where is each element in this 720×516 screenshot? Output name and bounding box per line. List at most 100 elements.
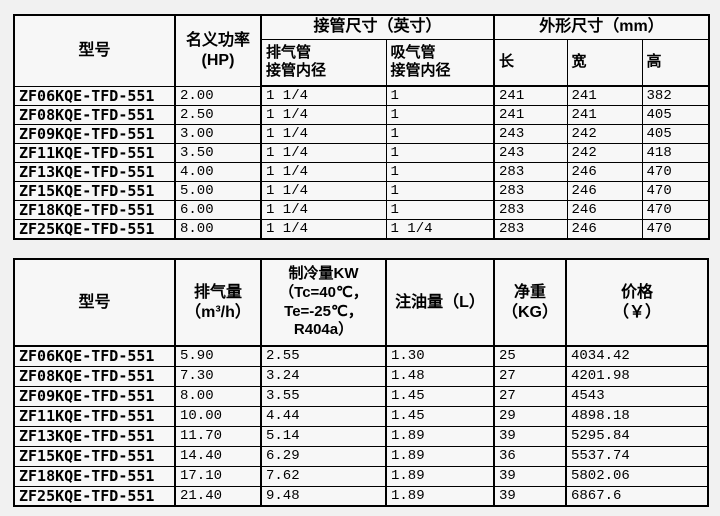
price-cell: 5295.84 bbox=[565, 425, 709, 447]
width-cell: 241 bbox=[566, 85, 643, 106]
header-row: 型号 排气量 （m³/h） 制冷量KW （Tc=40℃， Te=-25℃， R4… bbox=[13, 258, 709, 347]
oil-cell: 1.30 bbox=[385, 345, 495, 367]
suction-pipe-header: 吸气管 接管内径 bbox=[385, 38, 495, 87]
width-cell: 246 bbox=[566, 199, 643, 220]
weight-cell: 27 bbox=[493, 385, 567, 407]
model-cell: ZF18KQE-TFD-551 bbox=[13, 465, 176, 487]
suction-cell: 1 bbox=[385, 123, 495, 144]
weight-cell: 36 bbox=[493, 445, 567, 467]
pipe-dimension-table-body: ZF06KQE-TFD-551 2.00 1 1/4 1 241 241 382 ZF08KQ… bbox=[13, 85, 710, 239]
discharge-cell: 1 1/4 bbox=[260, 123, 387, 144]
model-cell: ZF25KQE-TFD-551 bbox=[13, 485, 176, 507]
displacement-cell: 14.40 bbox=[174, 445, 262, 467]
length-cell: 241 bbox=[493, 104, 568, 125]
power-cell: 3.50 bbox=[174, 142, 262, 163]
width-header: 宽 bbox=[566, 38, 643, 87]
discharge-cell: 1 1/4 bbox=[260, 142, 387, 163]
table-row: ZF08KQE-TFD-551 2.50 1 1/4 1 241 241 405 bbox=[13, 104, 710, 125]
height-header: 高 bbox=[641, 38, 710, 87]
length-cell: 283 bbox=[493, 161, 568, 182]
table-row: ZF13KQE-TFD-551 4.00 1 1/4 1 283 246 470 bbox=[13, 161, 710, 182]
suction-cell: 1 bbox=[385, 161, 495, 182]
model-header: 型号 bbox=[13, 14, 176, 87]
width-cell: 246 bbox=[566, 218, 643, 239]
discharge-pipe-header: 排气管 接管内径 bbox=[260, 38, 387, 87]
cooling-cell: 4.44 bbox=[260, 405, 387, 427]
suction-cell: 1 1/4 bbox=[385, 218, 495, 239]
suction-cell: 1 bbox=[385, 199, 495, 220]
cooling-cell: 6.29 bbox=[260, 445, 387, 467]
discharge-cell: 1 1/4 bbox=[260, 180, 387, 201]
weight-cell: 29 bbox=[493, 405, 567, 427]
model-cell: ZF09KQE-TFD-551 bbox=[13, 385, 176, 407]
power-cell: 3.00 bbox=[174, 123, 262, 144]
price-cell: 5802.06 bbox=[565, 465, 709, 487]
table-row: ZF06KQE-TFD-551 2.00 1 1/4 1 241 241 382 bbox=[13, 85, 710, 106]
length-cell: 283 bbox=[493, 180, 568, 201]
oil-cell: 1.45 bbox=[385, 385, 495, 407]
table-row: ZF18KQE-TFD-551 17.10 7.62 1.89 39 5802.06 bbox=[13, 465, 709, 487]
displacement-cell: 10.00 bbox=[174, 405, 262, 427]
model-cell: ZF18KQE-TFD-551 bbox=[13, 199, 176, 220]
length-header: 长 bbox=[493, 38, 568, 87]
price-cell: 6867.6 bbox=[565, 485, 709, 507]
width-cell: 242 bbox=[566, 142, 643, 163]
length-cell: 283 bbox=[493, 199, 568, 220]
height-cell: 418 bbox=[641, 142, 710, 163]
height-cell: 382 bbox=[641, 85, 710, 106]
displacement-cell: 11.70 bbox=[174, 425, 262, 447]
displacement-cell: 7.30 bbox=[174, 365, 262, 387]
displacement-cell: 8.00 bbox=[174, 385, 262, 407]
width-cell: 242 bbox=[566, 123, 643, 144]
weight-cell: 39 bbox=[493, 425, 567, 447]
power-cell: 5.00 bbox=[174, 180, 262, 201]
performance-price-table-header: 型号 排气量 （m³/h） 制冷量KW （Tc=40℃， Te=-25℃， R4… bbox=[13, 258, 709, 347]
price-cell: 4898.18 bbox=[565, 405, 709, 427]
length-cell: 243 bbox=[493, 123, 568, 144]
height-cell: 470 bbox=[641, 180, 710, 201]
nominal-power-header: 名义功率 (HP) bbox=[174, 14, 262, 87]
model-cell: ZF25KQE-TFD-551 bbox=[13, 218, 176, 239]
price-cell: 4034.42 bbox=[565, 345, 709, 367]
oil-cell: 1.48 bbox=[385, 365, 495, 387]
table-row: ZF15KQE-TFD-551 5.00 1 1/4 1 283 246 470 bbox=[13, 180, 710, 201]
height-cell: 405 bbox=[641, 104, 710, 125]
model-cell: ZF08KQE-TFD-551 bbox=[13, 365, 176, 387]
price-cell: 4201.98 bbox=[565, 365, 709, 387]
power-cell: 2.00 bbox=[174, 85, 262, 106]
oil-cell: 1.89 bbox=[385, 425, 495, 447]
pipe-size-group-header: 接管尺寸（英寸） bbox=[259, 14, 495, 40]
oil-cell: 1.89 bbox=[385, 445, 495, 467]
header-row-groups: 型号 名义功率 (HP) 接管尺寸（英寸） 外形尺寸（mm） bbox=[13, 14, 710, 87]
power-cell: 6.00 bbox=[174, 199, 262, 220]
price-cell: 5537.74 bbox=[565, 445, 709, 467]
height-cell: 470 bbox=[641, 199, 710, 220]
height-cell: 470 bbox=[641, 161, 710, 182]
discharge-cell: 1 1/4 bbox=[260, 104, 387, 125]
table-row: ZF25KQE-TFD-551 21.40 9.48 1.89 39 6867.6 bbox=[13, 485, 709, 507]
table-row: ZF09KQE-TFD-551 8.00 3.55 1.45 27 4543 bbox=[13, 385, 709, 407]
model-cell: ZF13KQE-TFD-551 bbox=[13, 425, 176, 447]
oil-cell: 1.45 bbox=[385, 405, 495, 427]
weight-cell: 25 bbox=[493, 345, 567, 367]
displacement-header: 排气量 （m³/h） bbox=[174, 258, 262, 347]
weight-cell: 39 bbox=[493, 465, 567, 487]
model-cell: ZF06KQE-TFD-551 bbox=[13, 85, 176, 106]
power-cell: 8.00 bbox=[174, 218, 262, 239]
pipe-dimension-table: 型号 名义功率 (HP) 接管尺寸（英寸） 外形尺寸（mm） 排气管 接管内径 … bbox=[13, 14, 711, 240]
performance-price-table-body: ZF06KQE-TFD-551 5.90 2.55 1.30 25 4034.42 ZF08… bbox=[13, 345, 709, 507]
discharge-cell: 1 1/4 bbox=[260, 218, 387, 239]
length-cell: 283 bbox=[493, 218, 568, 239]
discharge-cell: 1 1/4 bbox=[260, 161, 387, 182]
table-row: ZF08KQE-TFD-551 7.30 3.24 1.48 27 4201.98 bbox=[13, 365, 709, 387]
performance-price-table: 型号 排气量 （m³/h） 制冷量KW （Tc=40℃， Te=-25℃， R4… bbox=[13, 258, 709, 507]
header-row-sub: 排气管 接管内径 吸气管 接管内径 长 宽 高 bbox=[14, 38, 710, 87]
cooling-cell: 9.48 bbox=[260, 485, 387, 507]
model-cell: ZF15KQE-TFD-551 bbox=[13, 445, 176, 467]
price-cell: 4543 bbox=[565, 385, 709, 407]
model-cell: ZF15KQE-TFD-551 bbox=[13, 180, 176, 201]
table-row: ZF06KQE-TFD-551 5.90 2.55 1.30 25 4034.42 bbox=[13, 345, 709, 367]
length-cell: 241 bbox=[493, 85, 568, 106]
power-cell: 2.50 bbox=[174, 104, 262, 125]
width-cell: 246 bbox=[566, 180, 643, 201]
